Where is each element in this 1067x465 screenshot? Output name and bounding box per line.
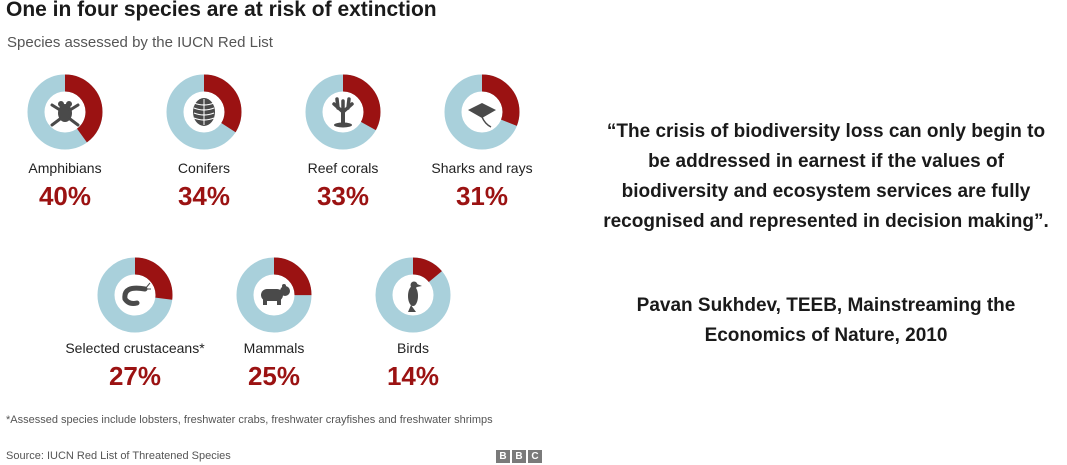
chart-title: One in four species are at risk of extin… (6, 0, 437, 21)
category-label-selected-crustaceans: Selected crustaceans* (65, 340, 205, 356)
value-label-birds: 14% (386, 361, 440, 391)
donut-charts (27, 74, 520, 333)
shrimp-icon (122, 282, 151, 306)
donut-arc-at-risk (236, 257, 312, 333)
quote-attribution: Pavan Sukhdev, TEEB, Mainstreaming the E… (636, 295, 1016, 346)
donut-arc-at-risk (305, 74, 381, 150)
chart-subtitle: Species assessed by the IUCN Red List (7, 34, 273, 51)
value-label-amphibians: 40% (38, 181, 92, 211)
donut-arc-at-risk (97, 257, 173, 333)
bear-icon (261, 284, 290, 305)
donut-7 (375, 257, 451, 333)
value-label-sharks-and-rays: 31% (455, 181, 509, 211)
donut-arc-at-risk (166, 74, 242, 150)
category-label-birds: Birds (397, 340, 429, 356)
pine-cone-icon (193, 98, 215, 126)
donut-arc-at-risk (375, 257, 451, 333)
bbc-logo: B B C (496, 450, 542, 463)
category-label-amphibians: Amphibians (28, 160, 102, 176)
footnote: *Assessed species include lobsters, fres… (6, 414, 493, 426)
donut-4 (444, 74, 520, 150)
bbc-logo-letter: C (528, 450, 542, 463)
donut-6 (236, 257, 312, 333)
donut-1 (27, 74, 103, 150)
category-label-reef-corals: Reef corals (307, 160, 379, 176)
quote-text: “The crisis of biodiversity loss can onl… (603, 121, 1049, 232)
donut-3 (305, 74, 381, 150)
ray-icon (468, 103, 496, 128)
bbc-logo-letter: B (512, 450, 526, 463)
value-label-selected-crustaceans: 27% (108, 361, 162, 391)
donut-arc-at-risk (27, 74, 103, 150)
frog-icon (50, 101, 80, 127)
value-label-mammals: 25% (247, 361, 301, 391)
donut-5 (97, 257, 173, 333)
value-label-reef-corals: 33% (316, 181, 370, 211)
coral-icon (332, 97, 354, 128)
source-text: Source: IUCN Red List of Threatened Spec… (6, 450, 231, 462)
category-label-conifers: Conifers (177, 160, 231, 176)
bbc-logo-letter: B (496, 450, 510, 463)
value-label-conifers: 34% (177, 181, 231, 211)
category-label-mammals: Mammals (243, 340, 305, 356)
donut-arc-at-risk (444, 74, 520, 150)
bird-icon (408, 281, 422, 312)
category-label-sharks-and-rays: Sharks and rays (431, 160, 533, 176)
donut-2 (166, 74, 242, 150)
